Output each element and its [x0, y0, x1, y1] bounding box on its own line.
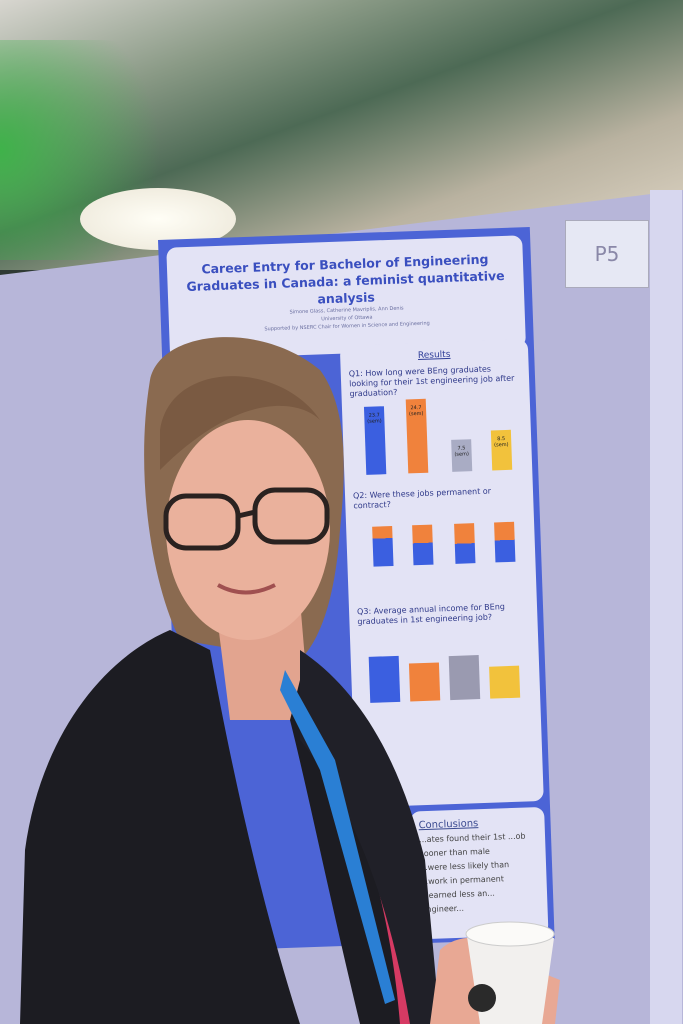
starbucks-logo: [468, 984, 496, 1012]
smile: [217, 583, 276, 595]
board-frame: [650, 190, 682, 1024]
glasses: [163, 487, 330, 551]
paper-cup: [465, 921, 555, 1024]
lanyard: [280, 670, 395, 1004]
hair-top: [160, 376, 320, 470]
board-tag: P5: [565, 220, 649, 288]
face: [166, 420, 330, 640]
jacket-right: [300, 650, 440, 1024]
